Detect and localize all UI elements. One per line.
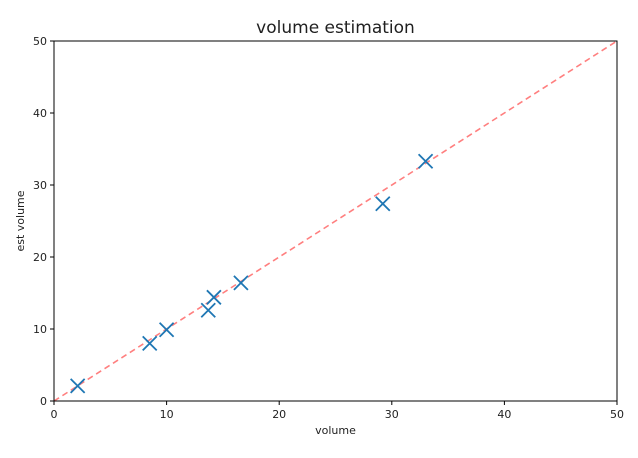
y-tick-label: 30 [33, 179, 47, 192]
data-point [142, 335, 158, 352]
y-tick-label: 40 [33, 107, 47, 120]
data-series [70, 153, 434, 394]
y-tick-label: 0 [40, 395, 47, 408]
y-tick-label: 20 [33, 251, 47, 264]
y-tick-label: 10 [33, 323, 47, 336]
plot-area: 0 10 20 30 40 50 0 10 20 30 40 50 [33, 35, 624, 421]
data-point [70, 378, 86, 394]
x-tick-label: 40 [497, 408, 511, 421]
x-tick-label: 0 [51, 408, 58, 421]
y-axis-label: est volume [14, 190, 27, 251]
data-point [200, 302, 216, 318]
x-tick-label: 30 [385, 408, 399, 421]
x-tick-label: 10 [160, 408, 174, 421]
data-point [375, 196, 391, 212]
x-tick-label: 20 [272, 408, 286, 421]
data-point [233, 275, 249, 291]
data-point [206, 289, 222, 305]
data-point [417, 153, 434, 169]
data-point [158, 322, 175, 338]
y-tick-label: 50 [33, 35, 47, 48]
reference-line [53, 40, 618, 402]
axes-frame [53, 40, 618, 402]
x-tick-label: 50 [610, 408, 624, 421]
chart-title: volume estimation [256, 18, 415, 38]
x-axis-label: volume [315, 424, 356, 437]
